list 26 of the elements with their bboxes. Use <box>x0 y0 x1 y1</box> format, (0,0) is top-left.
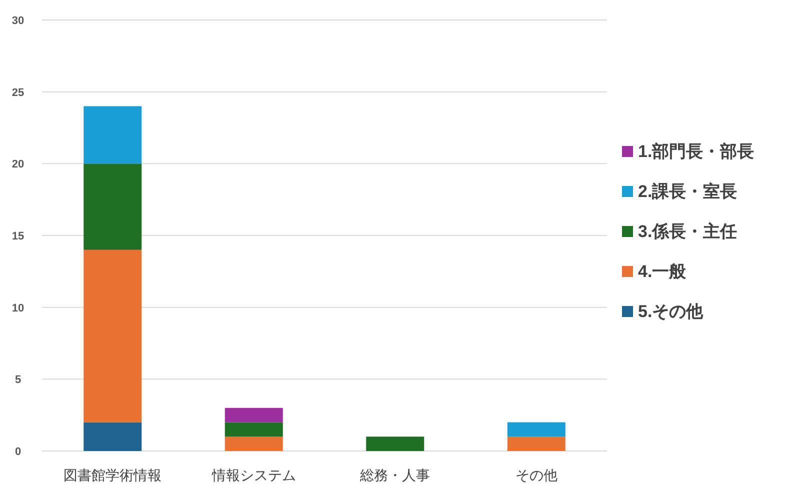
x-tick-label: 情報システム <box>210 467 296 483</box>
bar <box>366 436 424 451</box>
bar <box>507 422 566 437</box>
x-tick-label: その他 <box>515 467 558 483</box>
legend-label: 2.課長・室長 <box>638 182 738 201</box>
y-tick-label: 25 <box>12 86 24 99</box>
legend-label: 3.係長・主任 <box>638 222 738 241</box>
legend-label: 4.一般 <box>638 262 688 281</box>
x-tick-label: 図書館学術情報 <box>64 467 162 483</box>
y-tick-label: 30 <box>12 15 24 27</box>
bar <box>507 436 566 451</box>
bar <box>84 250 142 422</box>
legend-label: 1.部門長・部長 <box>638 142 754 161</box>
y-tick-label: 5 <box>14 374 22 386</box>
y-tick-label: 10 <box>12 302 24 314</box>
y-tick-label: 0 <box>14 446 22 458</box>
y-tick-label: 20 <box>12 158 24 171</box>
bar <box>224 422 283 437</box>
y-tick-label: 15 <box>12 230 24 242</box>
bar <box>84 106 142 164</box>
x-tick-label: 総務・人事 <box>359 467 430 483</box>
legend-label: 5.その他 <box>638 302 704 321</box>
bar <box>84 422 142 451</box>
bar <box>224 436 283 451</box>
bar <box>84 164 142 250</box>
bar <box>224 408 283 422</box>
